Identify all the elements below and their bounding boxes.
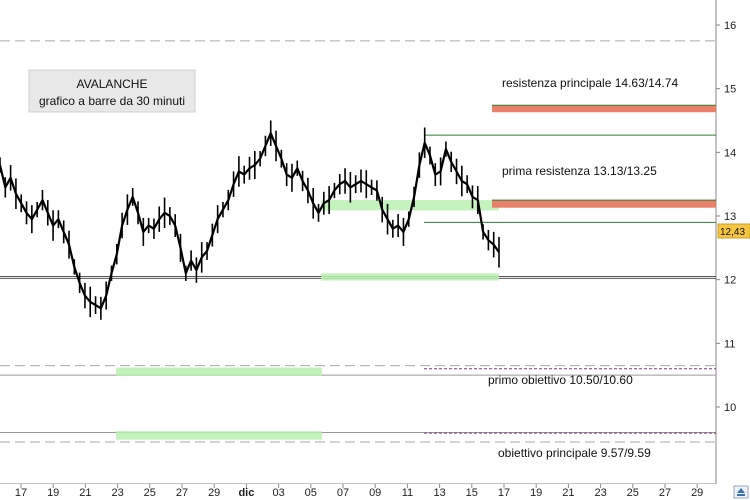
scroll-right-icon-arrow (737, 488, 745, 493)
x-tick-label: 07 (337, 487, 349, 499)
scroll-right-icon[interactable] (733, 485, 749, 499)
x-tick-label: 19 (530, 487, 542, 499)
x-tick-label: 29 (691, 487, 703, 499)
x-tick-label: 23 (111, 487, 123, 499)
x-tick-label: dic (238, 487, 254, 499)
y-tick-label: 15 (724, 84, 736, 96)
x-tick-label: 27 (176, 487, 188, 499)
x-tick-label: 17 (498, 487, 510, 499)
level-band (492, 105, 716, 113)
y-tick-label: 11 (724, 338, 735, 350)
level-label: obiettivo principale 9.57/9.59 (498, 446, 651, 460)
x-tick-label: 09 (369, 487, 381, 499)
x-tick-label: 15 (466, 487, 478, 499)
x-tick-label: 25 (144, 487, 156, 499)
chart-subtitle: grafico a barre da 30 minuti (39, 94, 185, 108)
x-tick-label: 03 (272, 487, 284, 499)
y-ticks-layer: 10 11 12 13 14 15 16 (716, 20, 736, 414)
level-label: prima resistenza 13.13/13.25 (502, 164, 657, 178)
level-label: resistenza principale 14.63/14.74 (502, 76, 678, 90)
support-zone (321, 273, 499, 281)
x-tick-label: 21 (562, 487, 574, 499)
time-axis-panel (0, 484, 750, 500)
last-price-label: 12,43 (720, 227, 745, 238)
scroll-right-icon-bar (737, 494, 745, 496)
title-box-bg (28, 69, 196, 113)
price-axis-panel (716, 0, 750, 484)
support-zone (116, 367, 322, 376)
support-zone (116, 431, 322, 440)
last-price-marker: 12,43 (717, 223, 750, 239)
support-zone (321, 200, 499, 211)
y-tick-label: 12 (724, 275, 736, 287)
chart-title: AVALANCHE (77, 77, 148, 91)
y-tick-label: 10 (724, 402, 736, 414)
support-zones-layer (116, 200, 499, 440)
x-tick-label: 19 (47, 487, 59, 499)
x-tick-label: 23 (594, 487, 606, 499)
x-tick-label: 27 (659, 487, 671, 499)
x-tick-label: 29 (208, 487, 220, 499)
x-tick-label: 11 (402, 487, 413, 499)
annotations-layer: resistenza principale 14.63/14.74 prima r… (424, 76, 716, 460)
x-tick-label: 17 (15, 487, 27, 499)
x-tick-label: 13 (433, 487, 445, 499)
y-tick-label: 16 (724, 20, 736, 32)
level-label: primo obiettivo 10.50/10.60 (488, 373, 633, 387)
x-tick-label: 25 (627, 487, 639, 499)
series-layer (0, 120, 500, 320)
x-ticks-layer: 17 19 21 23 25 27 29 dic 03 05 07 09 11 13 15 17 19 21 23 2… (15, 484, 703, 499)
y-tick-label: 14 (724, 147, 736, 159)
chart-title-box: AVALANCHE grafico a barre da 30 minuti (28, 69, 196, 113)
last-price-box (717, 223, 750, 239)
x-tick-label: 21 (79, 487, 91, 499)
x-tick-label: 05 (305, 487, 317, 499)
level-band (492, 200, 716, 208)
y-tick-label: 13 (724, 211, 736, 223)
